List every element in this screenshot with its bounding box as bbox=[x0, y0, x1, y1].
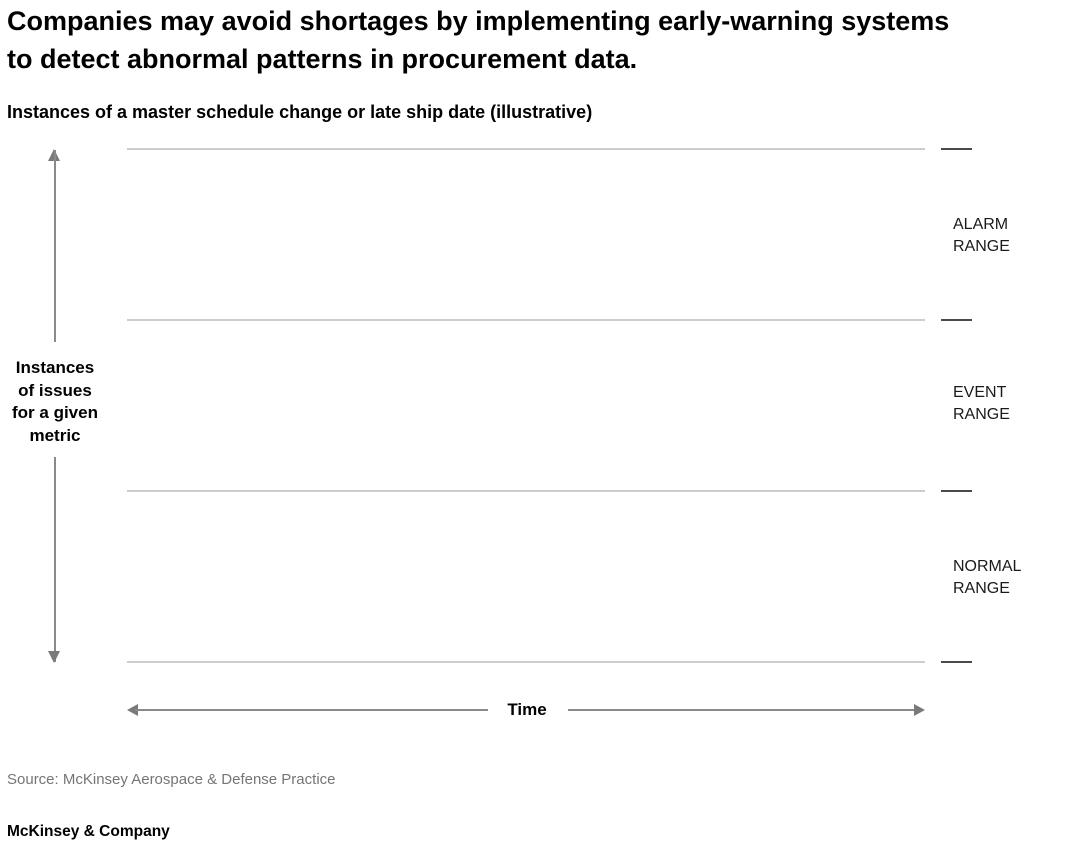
range-label-normal: NORMAL RANGE bbox=[953, 558, 1021, 597]
exhibit-title-line-1: Companies may avoid shortages by impleme… bbox=[7, 6, 950, 36]
y-axis-label-line-3: for a given bbox=[12, 403, 98, 422]
exhibit-title-line-2: to detect abnormal patterns in procureme… bbox=[7, 44, 638, 74]
y-axis-label-line-1: Instances bbox=[15, 358, 95, 377]
x-axis-arrowhead-left-icon bbox=[127, 703, 138, 716]
brand-logotype: McKinsey & Company bbox=[7, 823, 170, 840]
range-label-alarm: ALARM RANGE bbox=[953, 216, 1010, 255]
y-axis-label-line-2: of issues bbox=[18, 380, 92, 400]
y-axis-arrow-line-top bbox=[54, 150, 56, 342]
x-axis-arrow-line-left bbox=[135, 709, 488, 711]
band-boundary-line-bottom bbox=[127, 661, 925, 663]
right-axis-tick-3 bbox=[941, 490, 972, 492]
chart-subtitle: Instances of a master schedule change or… bbox=[7, 102, 593, 122]
y-axis-arrow-line-bottom bbox=[54, 457, 56, 662]
y-axis-arrowhead-down-icon bbox=[48, 651, 60, 663]
source-note: Source: McKinsey Aerospace & Defense Pra… bbox=[7, 771, 336, 788]
x-axis-arrow-line-right bbox=[568, 709, 918, 711]
right-axis-tick-4 bbox=[941, 661, 972, 663]
y-axis-label-line-4: metric bbox=[29, 425, 81, 445]
range-label-event: EVENT RANGE bbox=[953, 384, 1010, 423]
y-axis-label: Instances of issues for a given metric bbox=[0, 357, 110, 447]
x-axis-arrowhead-right-icon bbox=[914, 703, 925, 716]
band-boundary-line-event-normal bbox=[127, 490, 925, 492]
band-boundary-line-alarm-event bbox=[127, 319, 925, 321]
exhibit-title: Companies may avoid shortages by impleme… bbox=[7, 2, 949, 78]
x-axis-label: Time bbox=[507, 700, 547, 719]
band-boundary-line-top bbox=[127, 148, 925, 150]
right-axis-tick-1 bbox=[941, 148, 972, 150]
right-axis-tick-2 bbox=[941, 319, 972, 321]
